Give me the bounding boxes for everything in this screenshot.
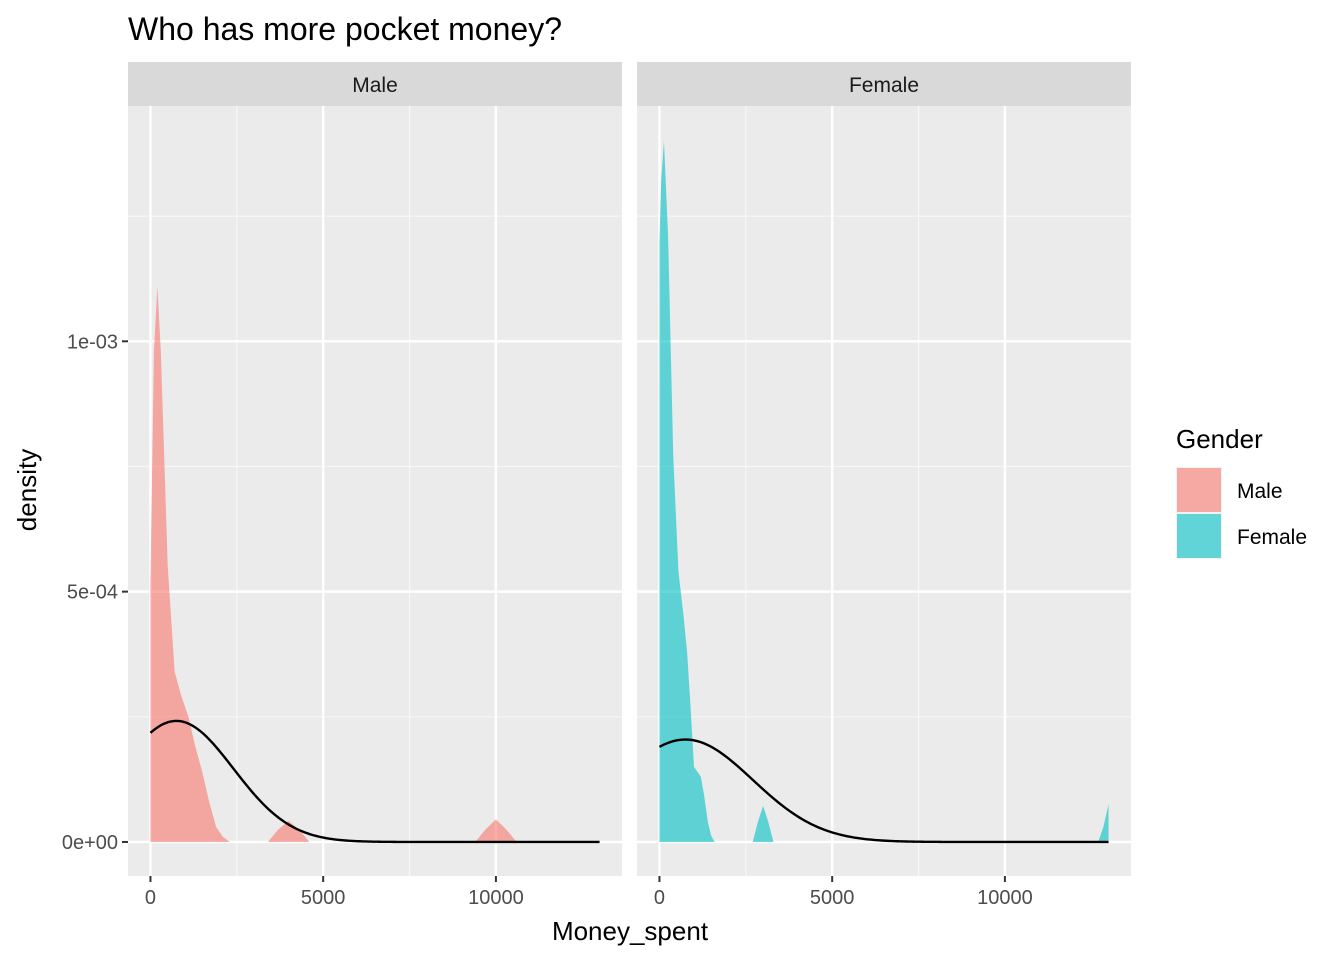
legend-entry-female: Female [1176, 513, 1307, 559]
x-tick-label: 0 [145, 887, 156, 909]
legend-key-swatch [1177, 514, 1221, 558]
x-tick-label: 10000 [977, 887, 1033, 909]
y-tick-label: 0e+00 [62, 832, 118, 854]
facet-strip [128, 62, 622, 106]
legend-title: Gender [1176, 424, 1263, 454]
normal-curve-female [658, 738, 1109, 844]
y-tick-label: 1e-03 [67, 331, 118, 353]
panel-background [637, 106, 1131, 876]
facet-strip [637, 62, 1131, 106]
chart-title: Who has more pocket money? [128, 11, 562, 47]
legend-key-swatch [1177, 468, 1221, 512]
legend-label: Female [1237, 526, 1307, 549]
x-tick-label: 5000 [301, 887, 346, 909]
y-tick-label: 5e-04 [67, 582, 118, 604]
x-tick-label: 10000 [468, 887, 524, 909]
y-axis-title: density [12, 449, 42, 531]
legend-label: Male [1237, 480, 1283, 503]
facet-panel-male: Male 0 5000 10000 [128, 62, 622, 909]
legend-entries: Male Female [1176, 467, 1307, 559]
density-area-male [150, 286, 517, 842]
facet-strip-label: Female [849, 74, 919, 97]
x-tick-label: 5000 [810, 887, 855, 909]
x-tick-label: 0 [654, 887, 665, 909]
legend-entry-male: Male [1176, 467, 1283, 513]
facet-panel-female: Female 0 5000 10000 [637, 62, 1131, 909]
panel-background [128, 106, 622, 876]
normal-curve-male [149, 719, 600, 844]
legend: Gender Male Female [1176, 424, 1307, 559]
facet-strip-label: Male [352, 74, 398, 97]
x-axis-title: Money_spent [552, 916, 709, 946]
y-axis: 0e+00 5e-04 1e-03 [62, 331, 128, 854]
facet-panels: Male 0 5000 10000 Female 0 5000 10000 [128, 62, 1131, 909]
